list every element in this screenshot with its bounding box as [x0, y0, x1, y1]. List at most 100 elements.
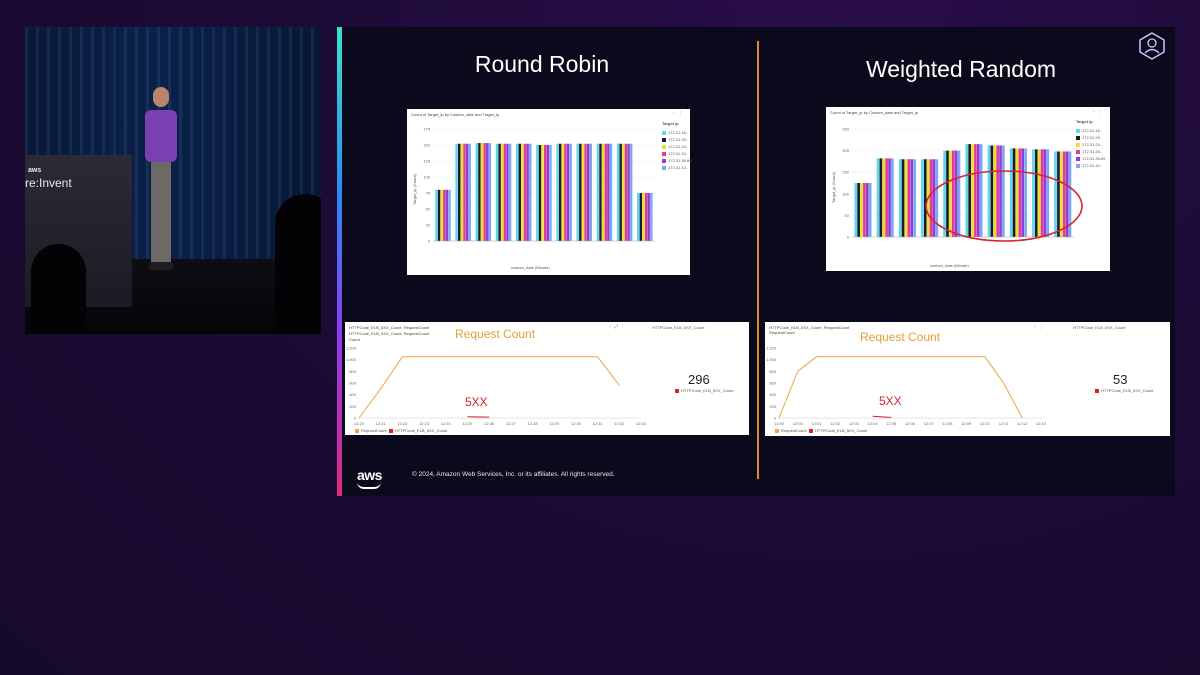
bar — [529, 143, 532, 241]
panel-title: HTTPCode_ELB_5XX_Count, RequestCount — [769, 325, 850, 330]
bar — [526, 143, 529, 241]
bar — [1065, 151, 1069, 237]
y-tick-label: 1,000 — [346, 357, 357, 362]
panel-toolbar[interactable]: ▫ ⋮ — [1092, 109, 1104, 115]
bar — [1062, 151, 1066, 237]
bar — [957, 150, 961, 237]
y-tick-label: 400 — [769, 392, 776, 397]
bar — [885, 158, 888, 237]
audience-silhouette — [275, 194, 321, 334]
legend-item[interactable]: 172.31.34.. — [662, 150, 691, 157]
slide-divider — [757, 41, 759, 479]
x-tick-label: 12:09 — [961, 421, 972, 426]
bar — [639, 193, 643, 241]
bar — [854, 183, 858, 237]
bar — [929, 159, 933, 237]
bar — [1012, 148, 1016, 237]
bar — [999, 145, 1002, 237]
bar — [515, 143, 519, 241]
x-tick-label: 12:27 — [506, 421, 517, 426]
bar — [935, 159, 939, 237]
legend-item[interactable]: 172.31.36.69 — [1076, 155, 1105, 162]
bar — [1015, 148, 1019, 237]
bar — [498, 143, 501, 241]
bar — [888, 158, 891, 237]
legend-item[interactable]: 172.31.42.. — [1076, 162, 1105, 169]
y-tick-label: 100 — [423, 175, 430, 180]
left-line-panel: HTTPCode_ELB_5XX_Count, RequestCount HTT… — [345, 322, 749, 435]
legend-item[interactable]: 172.31.16.. — [1076, 127, 1105, 134]
bar — [607, 143, 610, 241]
bar — [913, 159, 916, 237]
bar — [586, 143, 590, 241]
x-tick-label: 12:28 — [528, 421, 539, 426]
bar — [1037, 149, 1041, 237]
legend-item[interactable]: 172.31.24.. — [1076, 141, 1105, 148]
bar — [629, 143, 633, 241]
x-tick-label: 12:31 — [593, 421, 604, 426]
y-tick-label: 0 — [354, 416, 357, 421]
x-tick-label: 12:32 — [614, 421, 625, 426]
y-tick-label: 150 — [842, 170, 849, 175]
bar — [637, 193, 640, 241]
x-tick-label: 12:08 — [942, 421, 953, 426]
bar — [863, 183, 866, 237]
bar — [455, 143, 458, 241]
legend-item[interactable]: 172.31.36.69 — [662, 157, 691, 164]
legend-item[interactable]: 172.31.42.. — [662, 164, 691, 171]
bar-legend: Target ip 172.31.16.. 172.31.29.. 172.31… — [662, 121, 691, 171]
bar — [910, 159, 914, 237]
bar — [868, 183, 872, 237]
legend-item[interactable]: 172.31.34.. — [1076, 148, 1105, 155]
bar — [1024, 148, 1027, 237]
bar — [860, 183, 863, 237]
bar — [581, 143, 585, 241]
legend-item[interactable]: 172.31.29.. — [1076, 134, 1105, 141]
x-tick-label: 12:04 — [868, 421, 879, 426]
panel-toolbar[interactable]: ▫ ⤢ ⋮ — [609, 324, 624, 330]
bar — [932, 159, 936, 237]
left-line-chart: 0 200 400 600 800 1,000 1,200 12:20 12:21 12:22 12… — [346, 346, 647, 427]
bar — [458, 143, 461, 241]
panel-subtitle: RequestCount — [769, 330, 795, 335]
x-tick-label: 12:07 — [924, 421, 935, 426]
bar — [501, 143, 504, 241]
bar — [996, 145, 999, 237]
bar — [576, 143, 579, 241]
error-count-label: HTTPCode_ELB_5XX_Count — [1095, 388, 1153, 393]
panel-toolbar[interactable]: ▫ ⋮ — [1033, 324, 1045, 330]
bar — [1018, 148, 1022, 237]
bar — [1046, 149, 1050, 237]
error-count-label: HTTPCode_ELB_5XX_Count — [675, 388, 733, 393]
y-tick-label: 400 — [349, 392, 356, 397]
legend-item[interactable]: 172.31.16.. — [662, 129, 691, 136]
panel-toolbar[interactable]: ▫ ⋮ — [672, 111, 684, 117]
bar — [974, 144, 977, 237]
bar — [609, 143, 613, 241]
bar — [503, 143, 507, 241]
legend-title: Target ip — [662, 121, 679, 126]
x-tick-label: 12:30 — [571, 421, 582, 426]
legend-item[interactable]: 172.31.24.. — [662, 143, 691, 150]
bar — [1032, 149, 1035, 237]
bar — [443, 189, 446, 241]
right-bar-chart: 0 50 100 150 200 250 — [842, 127, 1083, 242]
audience-silhouette — [31, 244, 86, 334]
y-tick-label: 1,000 — [766, 357, 777, 362]
bar — [1068, 151, 1072, 237]
bar — [907, 159, 911, 237]
x-tick-label: 12:13 — [1036, 421, 1047, 426]
side-title: HTTPCode_ELB_5XX_Count — [652, 325, 705, 330]
bar — [923, 159, 927, 237]
bar-legend: Target ip 172.31.16.. 172.31.29.. 172.31… — [1076, 119, 1105, 169]
x-tick-label: 12:23 — [419, 421, 430, 426]
y-tick-label: 1,200 — [766, 346, 777, 351]
bar — [616, 143, 620, 241]
bar — [596, 143, 600, 241]
right-line-chart: 0 200 400 600 800 1,000 1,200 11:59 12:00 12:01 12… — [766, 346, 1047, 427]
speaker-video: aws re:Invent — [25, 27, 321, 334]
bar — [536, 145, 539, 241]
legend-item[interactable]: 172.31.29.. — [662, 136, 691, 143]
request-count-annotation: Request Count — [455, 327, 536, 341]
bar — [1040, 149, 1044, 237]
